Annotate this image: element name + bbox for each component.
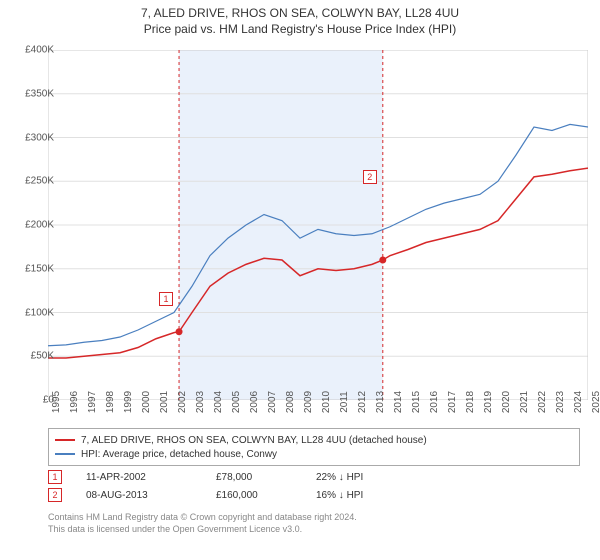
y-tick-label: £200K (4, 220, 54, 231)
transaction-2-delta: 16% ↓ HPI (316, 490, 416, 501)
x-tick-label: 2018 (465, 391, 476, 413)
x-tick-label: 2022 (537, 391, 548, 413)
arrow-down-icon: ↓ (339, 472, 344, 483)
x-tick-label: 2004 (213, 391, 224, 413)
chart-marker-label: 2 (363, 170, 377, 184)
transaction-1-price: £78,000 (216, 472, 316, 483)
legend-swatch-series1 (55, 439, 75, 441)
title-line2: Price paid vs. HM Land Registry's House … (0, 22, 600, 36)
x-tick-label: 1998 (105, 391, 116, 413)
x-tick-label: 2021 (519, 391, 530, 413)
transaction-2-delta-pct: 16% (316, 490, 336, 501)
legend-row-series2: HPI: Average price, detached house, Conw… (55, 447, 573, 461)
legend-swatch-series2 (55, 453, 75, 455)
y-tick-label: £0 (4, 395, 54, 406)
x-tick-label: 1996 (69, 391, 80, 413)
x-tick-label: 2002 (177, 391, 188, 413)
y-tick-label: £300K (4, 132, 54, 143)
chart-marker-label: 1 (159, 292, 173, 306)
x-tick-label: 2000 (141, 391, 152, 413)
transaction-2-delta-suffix: HPI (347, 490, 364, 501)
x-tick-label: 2003 (195, 391, 206, 413)
chart-plot-area (48, 50, 588, 400)
transaction-row-2: 2 08-AUG-2013 £160,000 16% ↓ HPI (48, 486, 580, 504)
x-tick-label: 1997 (87, 391, 98, 413)
y-tick-label: £150K (4, 263, 54, 274)
transaction-1-delta-pct: 22% (316, 472, 336, 483)
x-tick-label: 2013 (375, 391, 386, 413)
transaction-marker-2-num: 2 (52, 490, 57, 500)
transaction-marker-2: 2 (48, 488, 62, 502)
x-tick-label: 2014 (393, 391, 404, 413)
x-tick-label: 2019 (483, 391, 494, 413)
footnote: Contains HM Land Registry data © Crown c… (48, 512, 580, 535)
x-tick-label: 2023 (555, 391, 566, 413)
transaction-2-date: 08-AUG-2013 (86, 490, 216, 501)
x-tick-label: 2005 (231, 391, 242, 413)
x-tick-label: 1995 (51, 391, 62, 413)
x-tick-label: 2024 (573, 391, 584, 413)
transaction-1-delta: 22% ↓ HPI (316, 472, 416, 483)
footnote-line1: Contains HM Land Registry data © Crown c… (48, 512, 580, 524)
transaction-table: 1 11-APR-2002 £78,000 22% ↓ HPI 2 08-AUG… (48, 468, 580, 504)
x-tick-label: 2008 (285, 391, 296, 413)
x-tick-label: 2012 (357, 391, 368, 413)
y-tick-label: £400K (4, 45, 54, 56)
x-tick-label: 2017 (447, 391, 458, 413)
legend-box: 7, ALED DRIVE, RHOS ON SEA, COLWYN BAY, … (48, 428, 580, 466)
y-tick-label: £100K (4, 307, 54, 318)
x-tick-label: 2020 (501, 391, 512, 413)
transaction-row-1: 1 11-APR-2002 £78,000 22% ↓ HPI (48, 468, 580, 486)
x-tick-label: 2009 (303, 391, 314, 413)
legend-row-series1: 7, ALED DRIVE, RHOS ON SEA, COLWYN BAY, … (55, 433, 573, 447)
arrow-down-icon: ↓ (339, 490, 344, 501)
x-tick-label: 1999 (123, 391, 134, 413)
x-tick-label: 2011 (339, 391, 350, 413)
x-tick-label: 2007 (267, 391, 278, 413)
transaction-marker-1: 1 (48, 470, 62, 484)
x-tick-label: 2025 (591, 391, 600, 413)
transaction-marker-1-num: 1 (52, 472, 57, 482)
transaction-1-date: 11-APR-2002 (86, 472, 216, 483)
x-tick-label: 2010 (321, 391, 332, 413)
footnote-line2: This data is licensed under the Open Gov… (48, 524, 580, 536)
x-tick-label: 2015 (411, 391, 422, 413)
y-tick-label: £50K (4, 351, 54, 362)
x-tick-label: 2016 (429, 391, 440, 413)
legend-label-series2: HPI: Average price, detached house, Conw… (81, 449, 277, 460)
x-tick-label: 2006 (249, 391, 260, 413)
y-tick-label: £350K (4, 88, 54, 99)
chart-titles: 7, ALED DRIVE, RHOS ON SEA, COLWYN BAY, … (0, 0, 600, 36)
title-line1: 7, ALED DRIVE, RHOS ON SEA, COLWYN BAY, … (0, 6, 600, 20)
transaction-1-delta-suffix: HPI (347, 472, 364, 483)
y-tick-label: £250K (4, 176, 54, 187)
x-tick-label: 2001 (159, 391, 170, 413)
chart-svg (48, 50, 588, 400)
chart-container: 7, ALED DRIVE, RHOS ON SEA, COLWYN BAY, … (0, 0, 600, 560)
legend-label-series1: 7, ALED DRIVE, RHOS ON SEA, COLWYN BAY, … (81, 435, 427, 446)
transaction-2-price: £160,000 (216, 490, 316, 501)
